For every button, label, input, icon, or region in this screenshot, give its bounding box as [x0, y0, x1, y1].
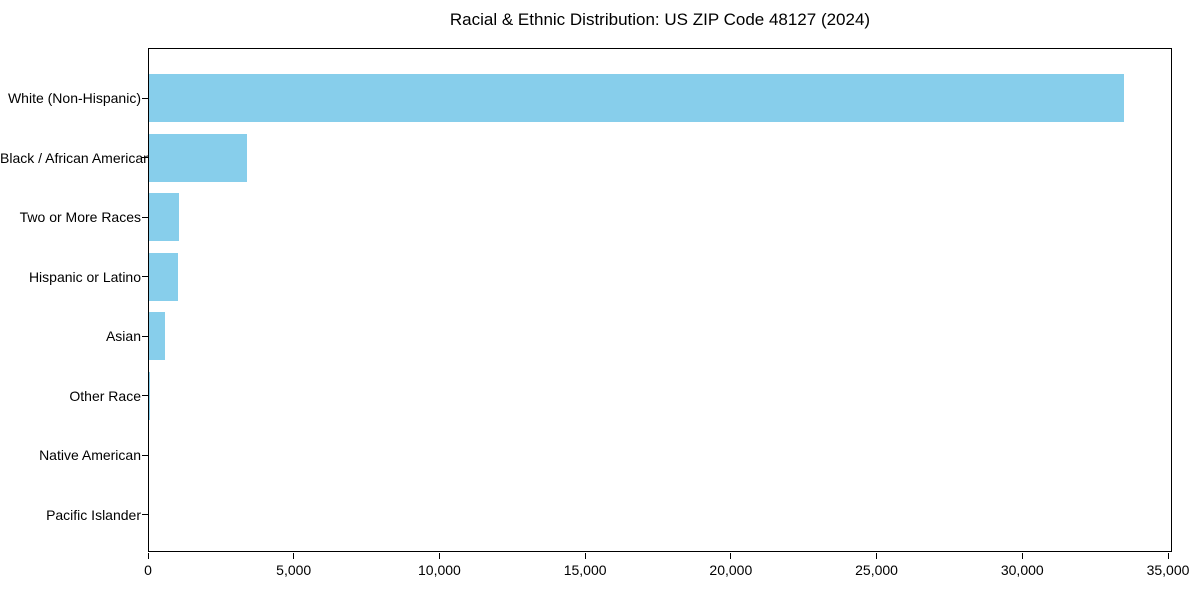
x-axis-tick-label: 15,000 — [563, 562, 607, 578]
y-axis-label: Pacific Islander — [46, 506, 141, 523]
x-axis-tick-label: 10,000 — [418, 562, 461, 578]
y-axis-label: Hispanic or Latino — [28, 268, 141, 285]
x-axis-tick-label: 35,000 — [1146, 562, 1190, 578]
x-axis-tick-label: 0 — [144, 562, 152, 578]
y-axis-label: Other Race — [69, 387, 141, 404]
plot-area — [148, 48, 1172, 552]
x-axis-tick-mark — [438, 553, 440, 559]
bar — [149, 252, 179, 301]
bar — [149, 193, 180, 242]
bar — [149, 371, 150, 420]
x-axis-tick-label: 20,000 — [709, 562, 753, 578]
x-axis-tick-mark — [730, 553, 732, 559]
x-axis-tick-mark — [876, 553, 878, 559]
x-axis-tick-mark — [584, 553, 586, 559]
x-axis-tick-label: 5,000 — [276, 562, 312, 578]
x-axis-tick-mark — [1167, 553, 1169, 559]
x-axis-tick-label: 25,000 — [855, 562, 898, 578]
y-axis-tick-mark — [142, 216, 148, 218]
x-axis-tick-mark — [1021, 553, 1023, 559]
y-axis-tick-mark — [142, 276, 148, 278]
chart-title: Racial & Ethnic Distribution: US ZIP Cod… — [449, 10, 871, 29]
bar — [149, 133, 248, 182]
y-axis-tick-mark — [142, 514, 148, 516]
y-axis-label: Two or More Races — [19, 209, 141, 226]
y-axis-tick-mark — [142, 395, 148, 397]
bar — [149, 312, 166, 361]
y-axis-tick-mark — [142, 157, 148, 159]
x-axis-tick-mark — [147, 553, 149, 559]
y-axis-label: Native American — [39, 447, 141, 464]
x-axis-tick-label: 30,000 — [1000, 562, 1044, 578]
y-axis-label: Black / African American — [0, 149, 151, 166]
x-axis-tick-mark — [293, 553, 295, 559]
y-axis-label: Asian — [105, 328, 141, 345]
y-axis-tick-mark — [142, 97, 148, 99]
bar — [149, 74, 1125, 123]
y-axis-tick-mark — [142, 335, 148, 337]
y-axis-tick-mark — [142, 454, 148, 456]
y-axis-label: White (Non-Hispanic) — [7, 90, 141, 107]
